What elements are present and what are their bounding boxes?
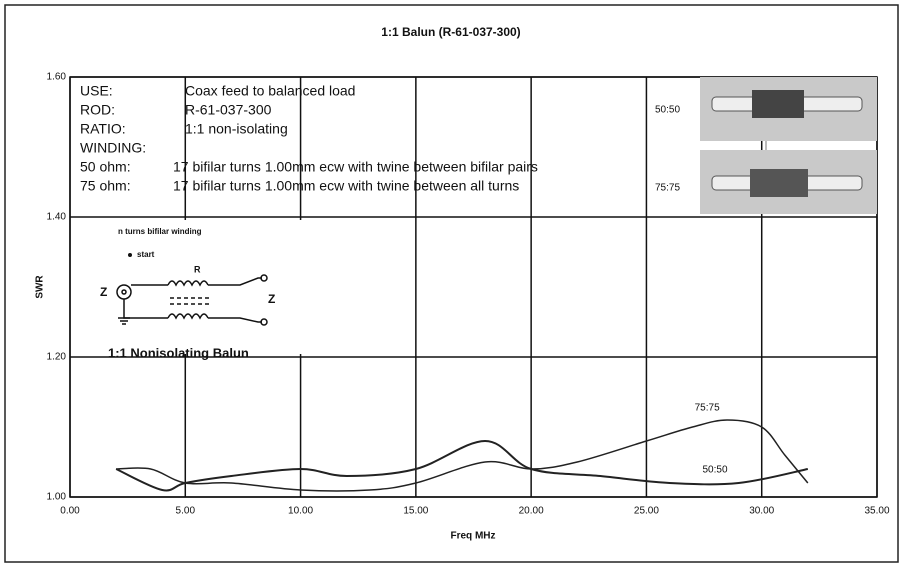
diagram-core: R (194, 264, 201, 274)
diagram-start: start (137, 250, 155, 259)
y-tick-label: 1.20 (47, 352, 67, 363)
photos: 50:50 75:75 (655, 77, 877, 214)
coil-75 (750, 169, 808, 197)
diagram-caption: n turns bifilar winding (118, 227, 202, 236)
note-label: RATIO: (80, 121, 126, 137)
series-label: 50:50 (702, 465, 727, 476)
y-tick-label: 1.60 (47, 72, 67, 83)
chart-title: 1:1 Balun (R-61-037-300) (381, 25, 520, 39)
note-label: 50 ohm: (80, 159, 131, 175)
x-tick-label: 15.00 (403, 506, 428, 517)
diagram-right-z: Z (268, 292, 275, 306)
series-line (115, 439, 809, 492)
x-tick-label: 0.00 (60, 506, 80, 517)
x-tick-label: 35.00 (864, 506, 889, 517)
photo-label: 75:75 (655, 183, 680, 194)
note-text: 17 bifilar turns 1.00mm ecw with twine b… (173, 159, 538, 175)
notes: USE: Coax feed to balanced load ROD: R-61-0… (80, 83, 538, 194)
series-line (116, 419, 809, 492)
plot: 75:75 50:50 (115, 403, 809, 492)
diagram-drawing (116, 274, 268, 326)
x-tick-label: 20.00 (519, 506, 544, 517)
photo-label: 50:50 (655, 105, 680, 116)
diagram-left-z: Z (100, 285, 107, 299)
x-tick-label: 10.00 (288, 506, 313, 517)
note-text: 17 bifilar turns 1.00mm ecw with twine b… (173, 178, 519, 194)
start-dot (128, 253, 132, 257)
series-label: 75:75 (695, 403, 720, 414)
note-label: 75 ohm: (80, 178, 131, 194)
x-tick-label: 5.00 (176, 506, 196, 517)
note-text: R-61-037-300 (185, 102, 272, 118)
coil-50 (752, 90, 804, 118)
balun-diagram: n turns bifilar winding start R Z Z 1:1 … (74, 220, 310, 360)
note-label: ROD: (80, 102, 115, 118)
note-text: Coax feed to balanced load (185, 83, 355, 99)
y-tick-label: 1.40 (47, 212, 67, 223)
note-label: WINDING: (80, 140, 146, 156)
y-tick-label: 1.00 (47, 492, 67, 503)
note-label: USE: (80, 83, 113, 99)
diagram-bg (74, 220, 310, 354)
diagram-name: 1:1 Nonisolating Balun (108, 345, 249, 360)
y-axis-label: SWR (35, 275, 46, 299)
x-tick-label: 25.00 (634, 506, 659, 517)
note-text: 1:1 non-isolating (185, 121, 288, 137)
x-tick-label: 30.00 (749, 506, 774, 517)
x-axis-label: Freq MHz (451, 531, 496, 542)
